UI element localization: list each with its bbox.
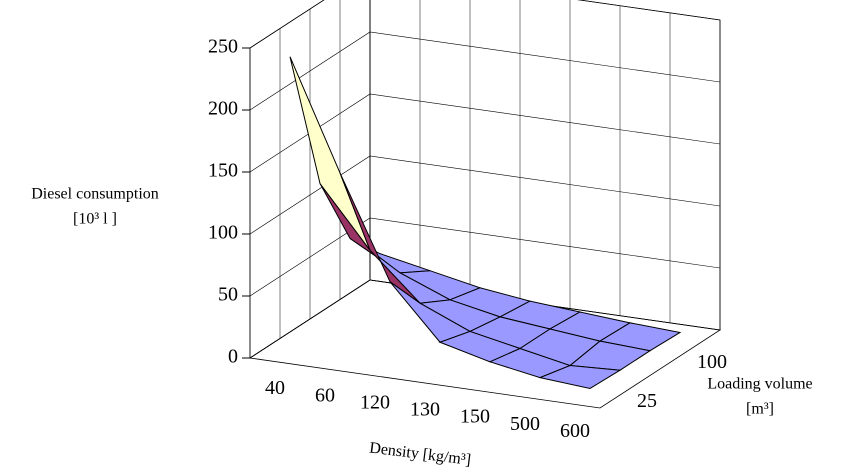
depth-tick-label: 25 <box>637 390 657 412</box>
y-tick-label: 0 <box>228 346 238 368</box>
surface-patch <box>289 56 371 251</box>
y-axis-title: [10³ l ] <box>73 211 117 228</box>
y-tick-label: 150 <box>208 160 238 182</box>
surface-patch <box>538 365 622 390</box>
y-axis-title: Diesel consumption <box>31 186 159 203</box>
x-tick-label: 500 <box>510 413 540 435</box>
depth-axis-title: Loading volume <box>707 376 812 393</box>
x-tick-label: 120 <box>360 391 390 413</box>
y-tick-label: 250 <box>208 36 238 58</box>
grid-line <box>249 0 721 49</box>
x-tick-label: 600 <box>560 420 590 442</box>
x-tick-label: 40 <box>265 377 285 399</box>
x-tick-label: 150 <box>460 406 490 428</box>
y-tick-label: 200 <box>208 98 238 120</box>
y-tick-label: 100 <box>208 222 238 244</box>
grid-line <box>249 31 721 111</box>
depth-axis-title: [m³] <box>746 401 774 418</box>
y-tick-label: 50 <box>218 284 238 306</box>
x-axis-title: Density [kg/m³] <box>368 440 471 469</box>
x-tick-label: 60 <box>315 384 335 406</box>
depth-tick-label: 100 <box>697 351 727 373</box>
x-tick-label: 130 <box>410 399 440 421</box>
grid-line <box>249 217 721 297</box>
